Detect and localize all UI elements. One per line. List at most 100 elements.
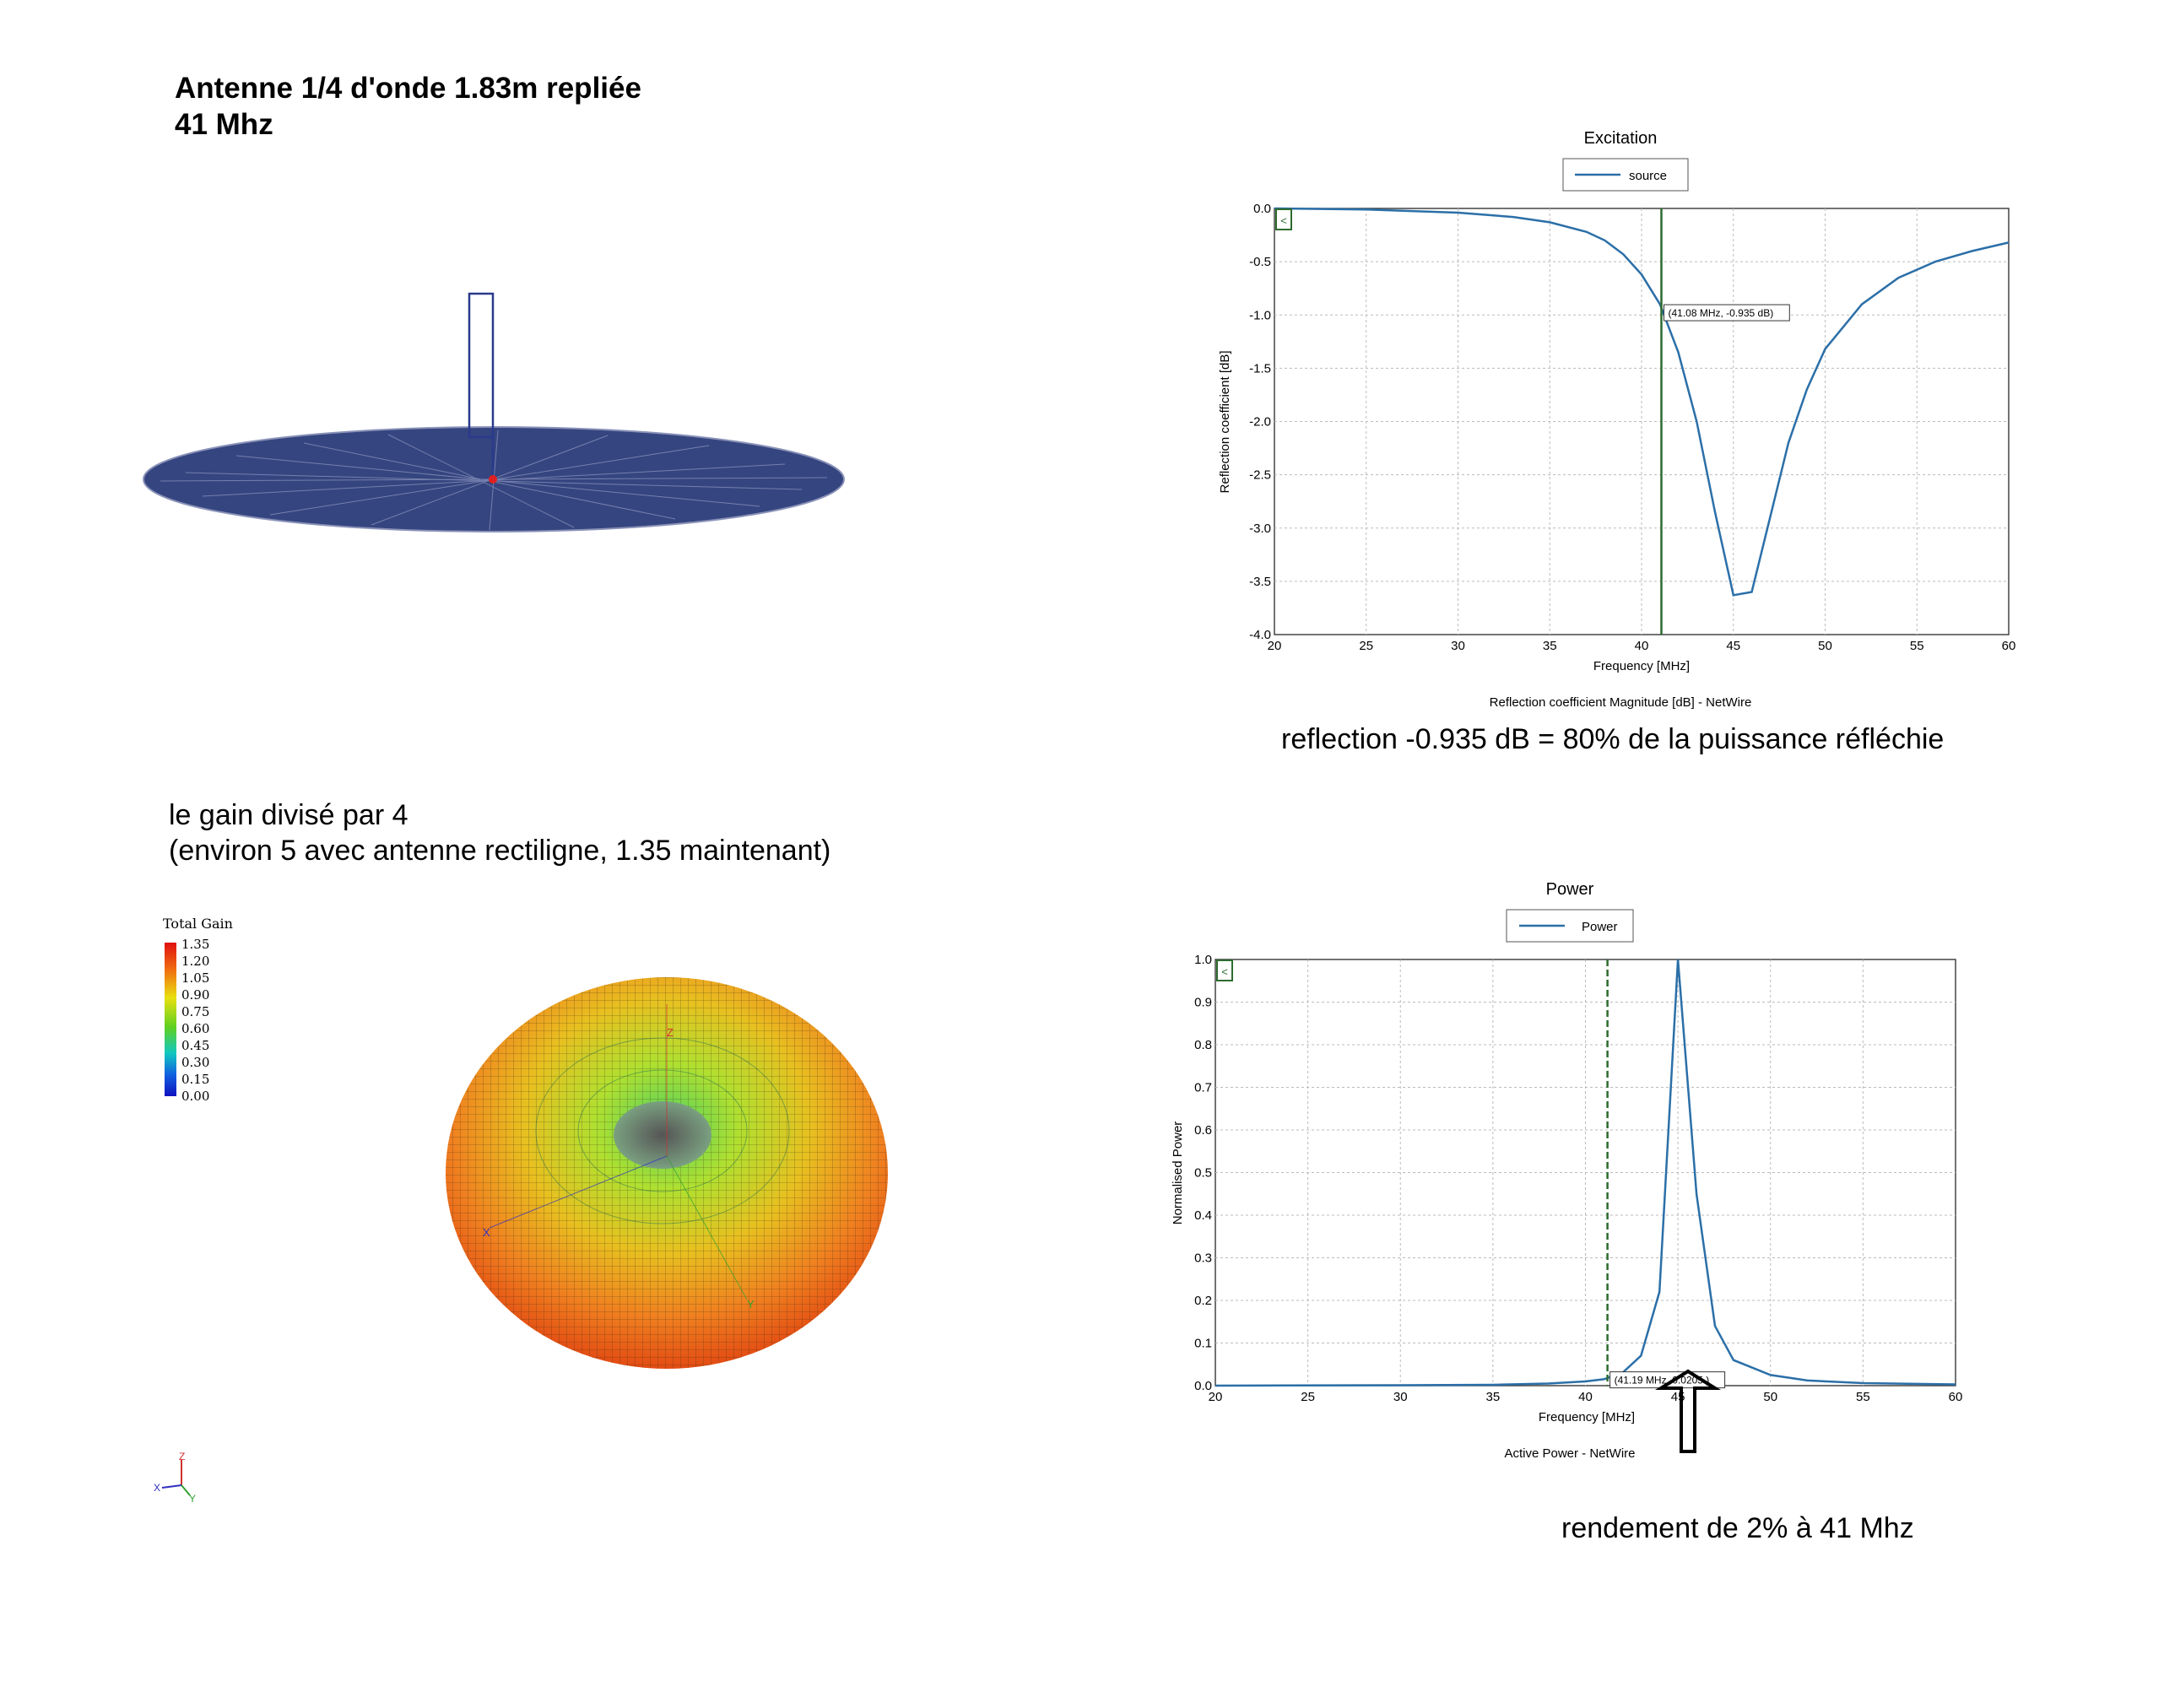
x-tick-label: 60 bbox=[2002, 639, 2016, 653]
y-tick-label: 0.7 bbox=[1194, 1081, 1212, 1095]
chart1-title: Excitation bbox=[1584, 129, 1658, 148]
y-tick-label: 0.4 bbox=[1194, 1208, 1212, 1223]
axis-triad: Z X Y bbox=[154, 1451, 196, 1502]
chart2-x-ticks: 20 25 30 35 40 45 50 55 60 bbox=[1209, 1390, 1963, 1404]
colorbar-label: 0.45 bbox=[181, 1038, 210, 1053]
y-tick-label: -2.5 bbox=[1249, 468, 1271, 483]
chart1-legend-label: source bbox=[1629, 169, 1667, 183]
y-tick-label: -4.0 bbox=[1249, 628, 1271, 642]
x-tick-label: 55 bbox=[1910, 639, 1924, 653]
chart1-series-source bbox=[1274, 207, 2010, 597]
axis-x-label: X bbox=[483, 1226, 490, 1239]
power-chart: Power Power 0.00.10.20.30.40.50.60.70.80… bbox=[1171, 880, 1963, 1461]
x-tick-label: 35 bbox=[1543, 639, 1557, 653]
y-tick-label: -1.5 bbox=[1249, 361, 1271, 376]
y-tick-label: 0.0 bbox=[1194, 1379, 1212, 1393]
axis-y-label: Y bbox=[747, 1298, 755, 1311]
x-tick-label: 40 bbox=[1635, 639, 1649, 653]
colorbar-label: 0.30 bbox=[181, 1055, 210, 1070]
x-tick-label: 50 bbox=[1763, 1390, 1777, 1404]
chart2-cursor-label: (41.19 MHz, 0.0205 ) bbox=[1615, 1375, 1710, 1386]
y-tick-label: 0.2 bbox=[1194, 1294, 1212, 1308]
x-tick-label: 25 bbox=[1359, 639, 1373, 653]
y-tick-label: 0.0 bbox=[1253, 202, 1271, 216]
x-tick-label: 25 bbox=[1301, 1390, 1315, 1404]
x-tick-label: 20 bbox=[1209, 1390, 1223, 1404]
chart2-title: Power bbox=[1546, 880, 1594, 899]
page-title: Antenne 1/4 d'onde 1.83m repliée 41 Mhz bbox=[175, 70, 641, 143]
folded-wire-antenna bbox=[468, 292, 495, 439]
chart1-marker-button[interactable]: < bbox=[1275, 208, 1292, 230]
x-tick-label: 30 bbox=[1393, 1390, 1408, 1404]
x-tick-label: 45 bbox=[1726, 639, 1740, 653]
feed-point bbox=[489, 475, 497, 484]
chart1-cursor-label: (41.08 MHz, -0.935 dB) bbox=[1668, 307, 1773, 319]
triad-x-label: X bbox=[154, 1482, 160, 1494]
efficiency-note: rendement de 2% à 41 Mhz bbox=[1561, 1512, 1914, 1544]
y-tick-label: -3.0 bbox=[1249, 522, 1271, 536]
gain-note-line1: le gain divisé par 4 bbox=[169, 799, 408, 831]
gain-note: le gain divisé par 4 (environ 5 avec ant… bbox=[169, 797, 830, 868]
colorbar-labels: 1.35 1.20 1.05 0.90 0.75 0.60 0.45 0.30 0.15 0.00 bbox=[181, 936, 209, 1105]
x-tick-label: 20 bbox=[1268, 639, 1282, 653]
colorbar-label: 0.00 bbox=[181, 1089, 210, 1104]
colorbar-label: 0.15 bbox=[181, 1072, 210, 1087]
chart2-subtitle: Active Power - NetWire bbox=[1504, 1446, 1635, 1461]
torus-null bbox=[614, 1101, 711, 1169]
x-tick-label: 30 bbox=[1451, 639, 1465, 653]
y-tick-label: 0.1 bbox=[1194, 1337, 1212, 1351]
colorbar-label: 0.90 bbox=[181, 987, 210, 1003]
chart2-marker-button[interactable]: < bbox=[1216, 959, 1233, 981]
y-tick-label: -3.5 bbox=[1249, 575, 1271, 589]
y-tick-label: 0.3 bbox=[1194, 1251, 1212, 1266]
y-tick-label: 0.8 bbox=[1194, 1038, 1212, 1052]
chart1-y-ticks: 0.0 -0.5 -1.0 -1.5 -2.0 -2.5 -3.0 -3.5 -4.0 bbox=[1249, 202, 1271, 642]
colorbar-label: 0.75 bbox=[181, 1004, 210, 1019]
gain-colorbar: Total Gain 1.35 1.20 1.05 0.90 0.75 0.60 0.45 0… bbox=[163, 916, 264, 1110]
x-axis-line bbox=[489, 1155, 668, 1229]
colorbar-title: Total Gain bbox=[163, 916, 233, 932]
chart2-grid bbox=[1215, 959, 1956, 1386]
x-tick-label: 35 bbox=[1486, 1390, 1501, 1404]
up-arrow-annotation bbox=[1655, 1369, 1721, 1453]
radiation-pattern-3d: Z X Y bbox=[446, 977, 888, 1369]
gain-note-line2: (environ 5 avec antenne rectiligne, 1.35… bbox=[169, 835, 831, 867]
chart1-ylabel: Reflection coefficient [dB] bbox=[1218, 351, 1232, 494]
x-tick-label: 50 bbox=[1818, 639, 1832, 653]
x-tick-label: 40 bbox=[1578, 1390, 1593, 1404]
y-tick-label: 0.6 bbox=[1194, 1123, 1212, 1138]
chart2-ylabel: Normalised Power bbox=[1171, 1122, 1185, 1225]
chart1-x-ticks: 20 25 30 35 40 45 50 55 60 bbox=[1268, 639, 2016, 653]
colorbar-label: 1.20 bbox=[181, 954, 210, 969]
y-tick-label: 0.5 bbox=[1194, 1166, 1212, 1181]
axis-z-label: Z bbox=[667, 1026, 674, 1039]
excitation-chart: Excitation source 0.0 -0.5 -1.0 -1.5 -2.0 -2.… bbox=[1218, 129, 2016, 710]
y-axis-line bbox=[666, 1155, 748, 1300]
colorbar-gradient bbox=[165, 943, 176, 1096]
chart2-series-power bbox=[1215, 959, 1956, 1387]
x-tick-label: 55 bbox=[1856, 1390, 1870, 1404]
colorbar-label: 1.35 bbox=[181, 937, 210, 952]
x-tick-label: 60 bbox=[1949, 1390, 1963, 1404]
triad-y-label: Y bbox=[189, 1493, 196, 1502]
colorbar-label: 0.60 bbox=[181, 1021, 210, 1036]
chart1-grid bbox=[1274, 208, 2009, 635]
y-tick-label: 1.0 bbox=[1194, 953, 1212, 967]
antenna-geometry-view bbox=[143, 292, 845, 532]
gain-torus-mesh bbox=[446, 977, 888, 1369]
y-tick-label: 0.9 bbox=[1194, 996, 1212, 1010]
title-line-1: Antenne 1/4 d'onde 1.83m repliée bbox=[175, 72, 641, 105]
chart1-subtitle: Reflection coefficient Magnitude [dB] - … bbox=[1490, 695, 1752, 710]
chart2-y-ticks: 0.0 0.1 0.2 0.3 0.4 0.5 0.6 0.7 0.8 0.9 1.0 bbox=[1194, 953, 1212, 1393]
chart1-xlabel: Frequency [MHz] bbox=[1593, 659, 1690, 673]
colorbar-label: 1.05 bbox=[181, 970, 210, 986]
y-tick-label: -1.0 bbox=[1249, 308, 1271, 322]
title-line-2: 41 Mhz bbox=[175, 108, 273, 141]
reflection-note: reflection -0.935 dB = 80% de la puissan… bbox=[1281, 723, 1945, 755]
chart1-cursor-tooltip: (41.08 MHz, -0.935 dB) bbox=[1663, 304, 1790, 322]
chart2-marker-button-label: < bbox=[1221, 965, 1228, 978]
triad-z-label: Z bbox=[179, 1451, 185, 1462]
y-tick-label: -0.5 bbox=[1249, 255, 1271, 269]
chart2-xlabel: Frequency [MHz] bbox=[1539, 1410, 1635, 1424]
chart1-marker-button-label: < bbox=[1280, 214, 1287, 227]
